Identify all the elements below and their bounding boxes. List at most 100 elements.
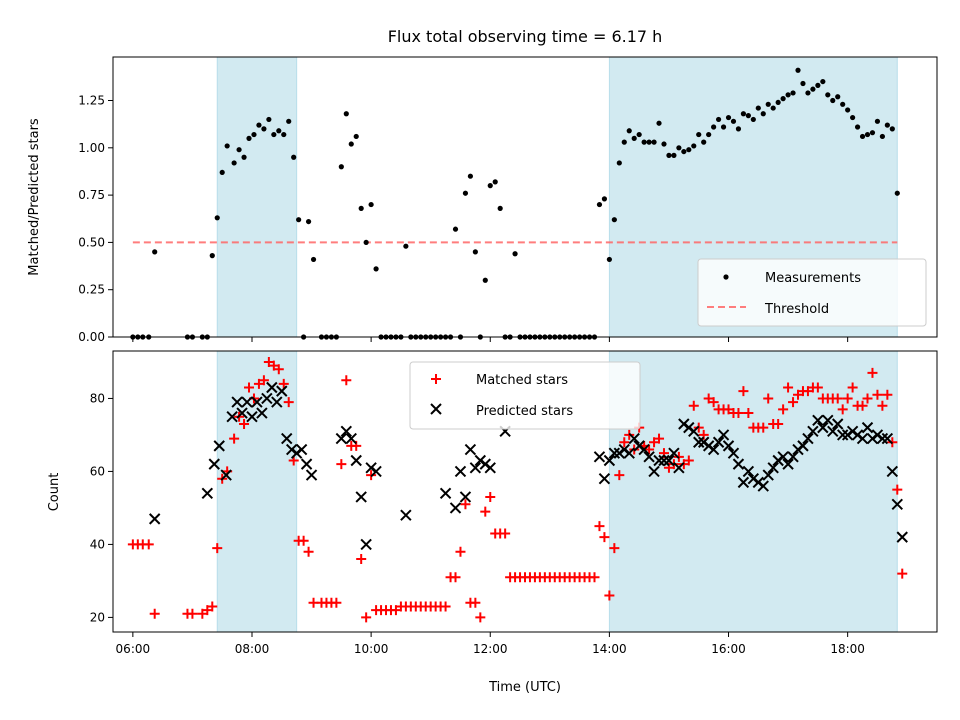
- measurement-point: [343, 111, 349, 117]
- measurement-point: [681, 148, 687, 155]
- predicted-star-point: [266, 381, 278, 394]
- measurement-point: [666, 152, 672, 158]
- matched-star-point: [897, 568, 908, 579]
- measurement-point: [626, 128, 632, 134]
- measurement-point: [353, 133, 359, 140]
- measurement-point: [214, 215, 220, 221]
- measurement-point: [854, 124, 861, 130]
- measurement-point: [815, 82, 821, 88]
- predicted-star-point: [459, 491, 472, 503]
- measurement-point: [256, 122, 262, 128]
- measurement-point: [373, 266, 379, 272]
- measurement-point: [785, 92, 791, 98]
- top-panel: Flux total observing time = 6.17 h 0.000…: [27, 27, 938, 344]
- predicted-star-point: [673, 462, 685, 474]
- matched-star-point: [229, 433, 240, 444]
- measurement-point: [651, 139, 657, 145]
- matched-star-point: [862, 393, 873, 404]
- predicted-star-point: [663, 454, 675, 467]
- legend-matched-marker: [431, 374, 441, 384]
- predicted-star-point: [762, 469, 774, 481]
- predicted-star-point: [717, 429, 730, 441]
- measurement-point: [348, 141, 354, 147]
- measurement-point: [656, 120, 662, 126]
- matched-star-point: [857, 400, 868, 411]
- predicted-star-point: [817, 421, 829, 434]
- top-y-axis-label: Matched/Predicted stars: [27, 118, 42, 276]
- x-tick-label: 14:00: [592, 642, 627, 656]
- matched-star-point: [331, 597, 342, 608]
- measurement-point: [845, 107, 851, 113]
- measurement-point: [715, 116, 722, 123]
- top-plot-frame: [112, 56, 938, 338]
- predicted-star-point: [340, 425, 353, 437]
- measurement-point: [276, 128, 282, 134]
- predicted-star-point: [643, 451, 655, 463]
- matched-star-point: [619, 437, 630, 448]
- matched-star-point: [440, 601, 451, 612]
- measurement-point: [676, 145, 682, 151]
- matched-star-point: [341, 375, 352, 386]
- measurement-point: [874, 118, 881, 124]
- x-tick-label: 08:00: [235, 642, 270, 656]
- measurement-point: [482, 277, 488, 283]
- predicted-star-point: [400, 509, 412, 521]
- predicted-star-point: [226, 410, 238, 423]
- predicted-star-point: [454, 465, 467, 478]
- measurement-point: [686, 147, 692, 153]
- measurement-point: [363, 239, 369, 246]
- x-tick-label: 16:00: [711, 642, 746, 656]
- predicted-star-point: [787, 451, 799, 463]
- predicted-star-point: [658, 454, 670, 467]
- predicted-star-point: [335, 432, 348, 445]
- measurement-point: [487, 183, 493, 189]
- predicted-star-point: [822, 414, 834, 427]
- matched-star-point: [609, 543, 620, 554]
- y-tick-label: 1.25: [78, 94, 105, 108]
- matched-star-point: [783, 382, 794, 393]
- predicted-star-point: [305, 469, 318, 481]
- x-tick-label: 10:00: [354, 642, 389, 656]
- measurement-point: [641, 139, 647, 145]
- matched-star-point: [688, 400, 699, 411]
- x-tick-label: 06:00: [116, 642, 151, 656]
- matched-star-point: [604, 590, 615, 601]
- predicted-star-point: [777, 451, 789, 463]
- y-tick-label: 0.50: [78, 235, 105, 249]
- predicted-star-point: [707, 443, 720, 456]
- measurement-point: [820, 78, 826, 85]
- predicted-star-point: [213, 440, 225, 452]
- x-tick-label: 18:00: [830, 642, 865, 656]
- measurement-point: [770, 105, 776, 111]
- measurement-point: [750, 116, 756, 123]
- measurement-point: [740, 111, 747, 117]
- predicted-star-point: [861, 421, 874, 434]
- matched-star-point: [847, 382, 858, 393]
- measurement-point: [830, 97, 836, 104]
- matched-star-point: [882, 389, 893, 400]
- matched-star-point: [708, 397, 719, 408]
- predicted-star-point: [782, 458, 794, 470]
- measurement-point: [795, 67, 801, 73]
- bottom-legend-box: [409, 361, 641, 430]
- measurement-point: [261, 126, 267, 132]
- shaded-region: [608, 350, 898, 633]
- matched-star-point: [356, 554, 367, 565]
- measurement-point: [224, 143, 230, 149]
- matched-star-point: [837, 404, 848, 415]
- predicted-star-point: [623, 447, 635, 459]
- matched-star-point: [599, 532, 610, 543]
- matched-star-point: [614, 470, 625, 481]
- measurement-point: [775, 99, 781, 106]
- matched-star-point: [594, 521, 605, 532]
- predicted-star-point: [220, 469, 232, 481]
- measurement-point: [800, 80, 806, 87]
- y-tick-label: 60: [90, 464, 105, 478]
- x-axis-label: Time (UTC): [488, 680, 561, 695]
- y-tick-label: 20: [90, 610, 105, 624]
- predicted-star-point: [757, 480, 769, 492]
- measurement-point: [497, 205, 503, 211]
- measurement-point: [403, 243, 409, 249]
- matched-star-point: [212, 543, 223, 554]
